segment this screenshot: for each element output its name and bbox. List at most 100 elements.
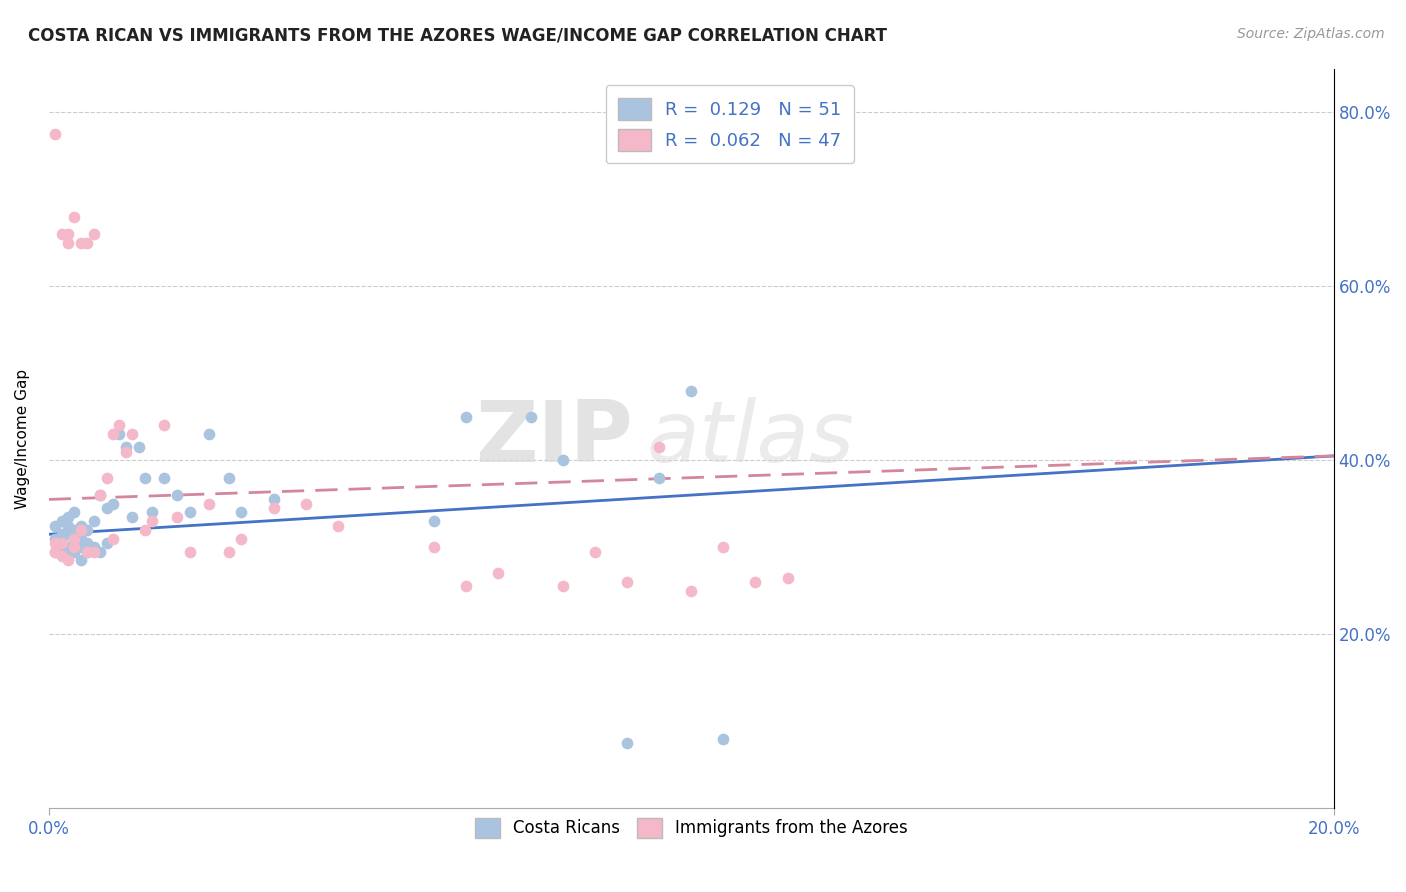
Point (63, 532, 86, 546)
Point (231, 532, 253, 546)
Point (115, 440, 138, 454)
Point (70, 523, 93, 537)
Text: ZIP: ZIP (475, 397, 633, 480)
Point (44, 127, 66, 141)
Point (51, 536, 73, 550)
Point (179, 544, 201, 558)
Point (83, 544, 105, 558)
Point (76, 544, 98, 558)
Point (776, 571, 799, 585)
Point (648, 440, 671, 454)
Point (134, 523, 156, 537)
Point (56, 541, 79, 555)
Point (63, 523, 86, 537)
Point (63, 536, 86, 550)
Point (519, 409, 541, 424)
Point (616, 736, 638, 750)
Point (153, 418, 176, 433)
Point (76, 536, 98, 550)
Point (70, 518, 93, 533)
Point (263, 501, 285, 516)
Text: COSTA RICAN VS IMMIGRANTS FROM THE AZORES WAGE/INCOME GAP CORRELATION CHART: COSTA RICAN VS IMMIGRANTS FROM THE AZORE… (28, 27, 887, 45)
Point (231, 506, 253, 520)
Point (551, 453, 574, 467)
Point (128, 440, 150, 454)
Point (166, 488, 188, 502)
Point (218, 544, 240, 558)
Point (51, 536, 73, 550)
Point (583, 544, 606, 558)
Point (83, 227, 105, 241)
Point (423, 514, 446, 528)
Y-axis label: Wage/Income Gap: Wage/Income Gap (15, 368, 30, 508)
Point (76, 235, 98, 250)
Point (198, 427, 221, 442)
Point (153, 470, 176, 484)
Point (616, 575, 638, 590)
Point (294, 497, 316, 511)
Point (89, 488, 111, 502)
Point (56, 518, 79, 533)
Text: atlas: atlas (647, 397, 855, 480)
Point (44, 532, 66, 546)
Point (96, 470, 118, 484)
Point (70, 541, 93, 555)
Point (141, 506, 163, 520)
Point (51, 514, 73, 528)
Point (96, 501, 118, 516)
Point (166, 509, 188, 524)
Point (108, 427, 131, 442)
Point (96, 536, 118, 550)
Point (51, 527, 73, 541)
Point (44, 536, 66, 550)
Point (681, 583, 703, 598)
Point (101, 497, 124, 511)
Point (56, 549, 79, 563)
Point (101, 427, 124, 442)
Point (76, 523, 98, 537)
Point (121, 427, 143, 442)
Point (56, 553, 79, 567)
Point (681, 384, 703, 398)
Point (134, 470, 156, 484)
Point (63, 506, 86, 520)
Point (423, 541, 446, 555)
Point (198, 497, 221, 511)
Point (70, 532, 93, 546)
Point (326, 518, 349, 533)
Point (56, 235, 79, 250)
Point (89, 544, 111, 558)
Point (83, 541, 105, 555)
Point (51, 227, 73, 241)
Point (63, 541, 86, 555)
Text: Source: ZipAtlas.com: Source: ZipAtlas.com (1237, 27, 1385, 41)
Point (63, 210, 86, 224)
Point (648, 470, 671, 484)
Point (56, 509, 79, 524)
Point (56, 527, 79, 541)
Point (711, 541, 734, 555)
Point (456, 409, 478, 424)
Point (115, 444, 138, 458)
Point (44, 544, 66, 558)
Point (89, 488, 111, 502)
Point (711, 731, 734, 746)
Point (70, 235, 93, 250)
Point (218, 470, 240, 484)
Point (179, 506, 201, 520)
Point (456, 579, 478, 593)
Point (744, 575, 766, 590)
Point (101, 532, 124, 546)
Point (44, 518, 66, 533)
Point (83, 514, 105, 528)
Point (51, 544, 73, 558)
Point (263, 492, 285, 507)
Point (51, 549, 73, 563)
Point (63, 544, 86, 558)
Point (56, 227, 79, 241)
Point (76, 544, 98, 558)
Point (551, 579, 574, 593)
Point (121, 509, 143, 524)
Point (108, 418, 131, 433)
Point (44, 544, 66, 558)
